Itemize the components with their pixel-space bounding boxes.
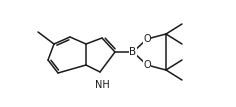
Text: O: O — [143, 34, 151, 44]
Text: B: B — [129, 47, 137, 57]
Text: O: O — [143, 60, 151, 70]
Text: NH: NH — [95, 80, 109, 90]
